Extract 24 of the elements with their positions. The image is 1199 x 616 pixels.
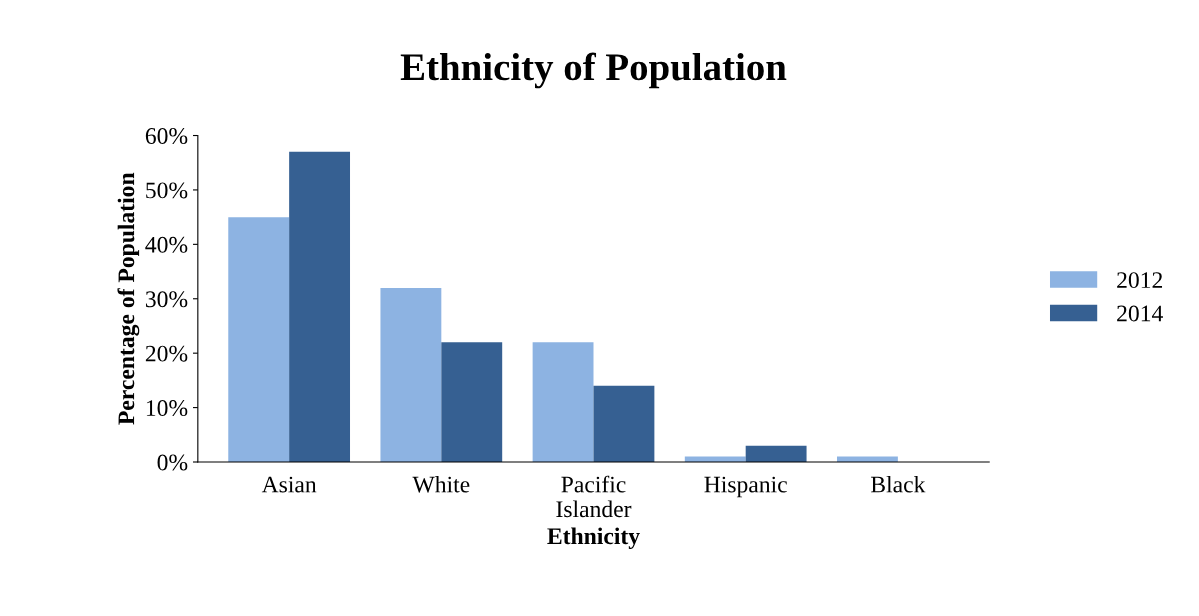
bar [441,342,503,462]
y-tick-label: 30% [145,291,188,308]
x-tick-label: Black [871,475,926,493]
y-tick-label: 0% [157,454,188,471]
bar [745,445,807,462]
y-tick-label: 40% [145,236,188,253]
x-tick-label: Asian [261,476,317,493]
legend-label: 2014 [1117,305,1163,322]
x-tick-label: Hispanic [704,476,787,498]
y-tick-label: 50% [146,182,188,199]
bar [289,151,351,462]
chart-title: Ethnicity of Population [400,52,787,89]
x-tick-label: White [412,475,470,493]
legend-label: 2012 [1117,272,1163,289]
y-tick-label: 60% [145,128,188,145]
y-tick-label: 20% [145,345,188,362]
bar [228,217,290,462]
x-tick-label: Pacific Islander [556,475,632,518]
bar [532,342,594,462]
x-axis-title: Ethnicity [547,527,640,550]
y-axis-title: Percentage of Population [117,172,140,425]
y-tick-label: 10% [146,400,188,417]
bar [380,287,442,462]
bar [593,385,655,462]
